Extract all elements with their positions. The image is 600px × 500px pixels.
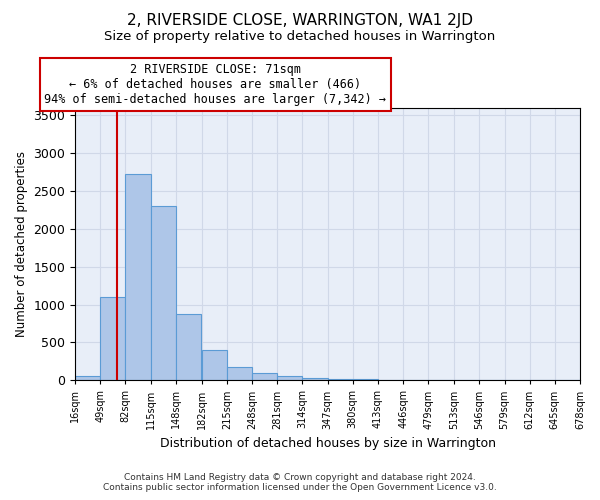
Bar [125,174,151,380]
Bar [328,378,353,380]
Text: Contains HM Land Registry data © Crown copyright and database right 2024.
Contai: Contains HM Land Registry data © Crown c… [103,473,497,492]
Text: Size of property relative to detached houses in Warrington: Size of property relative to detached ho… [104,30,496,43]
Bar [302,378,328,380]
Bar [151,206,176,380]
Text: 2 RIVERSIDE CLOSE: 71sqm
← 6% of detached houses are smaller (466)
94% of semi-d: 2 RIVERSIDE CLOSE: 71sqm ← 6% of detache… [44,63,386,106]
Y-axis label: Number of detached properties: Number of detached properties [15,151,28,337]
Text: 2, RIVERSIDE CLOSE, WARRINGTON, WA1 2JD: 2, RIVERSIDE CLOSE, WARRINGTON, WA1 2JD [127,12,473,28]
Bar [100,297,125,380]
Bar [202,350,227,380]
Bar [227,367,252,380]
X-axis label: Distribution of detached houses by size in Warrington: Distribution of detached houses by size … [160,437,496,450]
Bar [277,376,302,380]
Bar [252,372,277,380]
Bar [176,314,201,380]
Bar [75,376,100,380]
